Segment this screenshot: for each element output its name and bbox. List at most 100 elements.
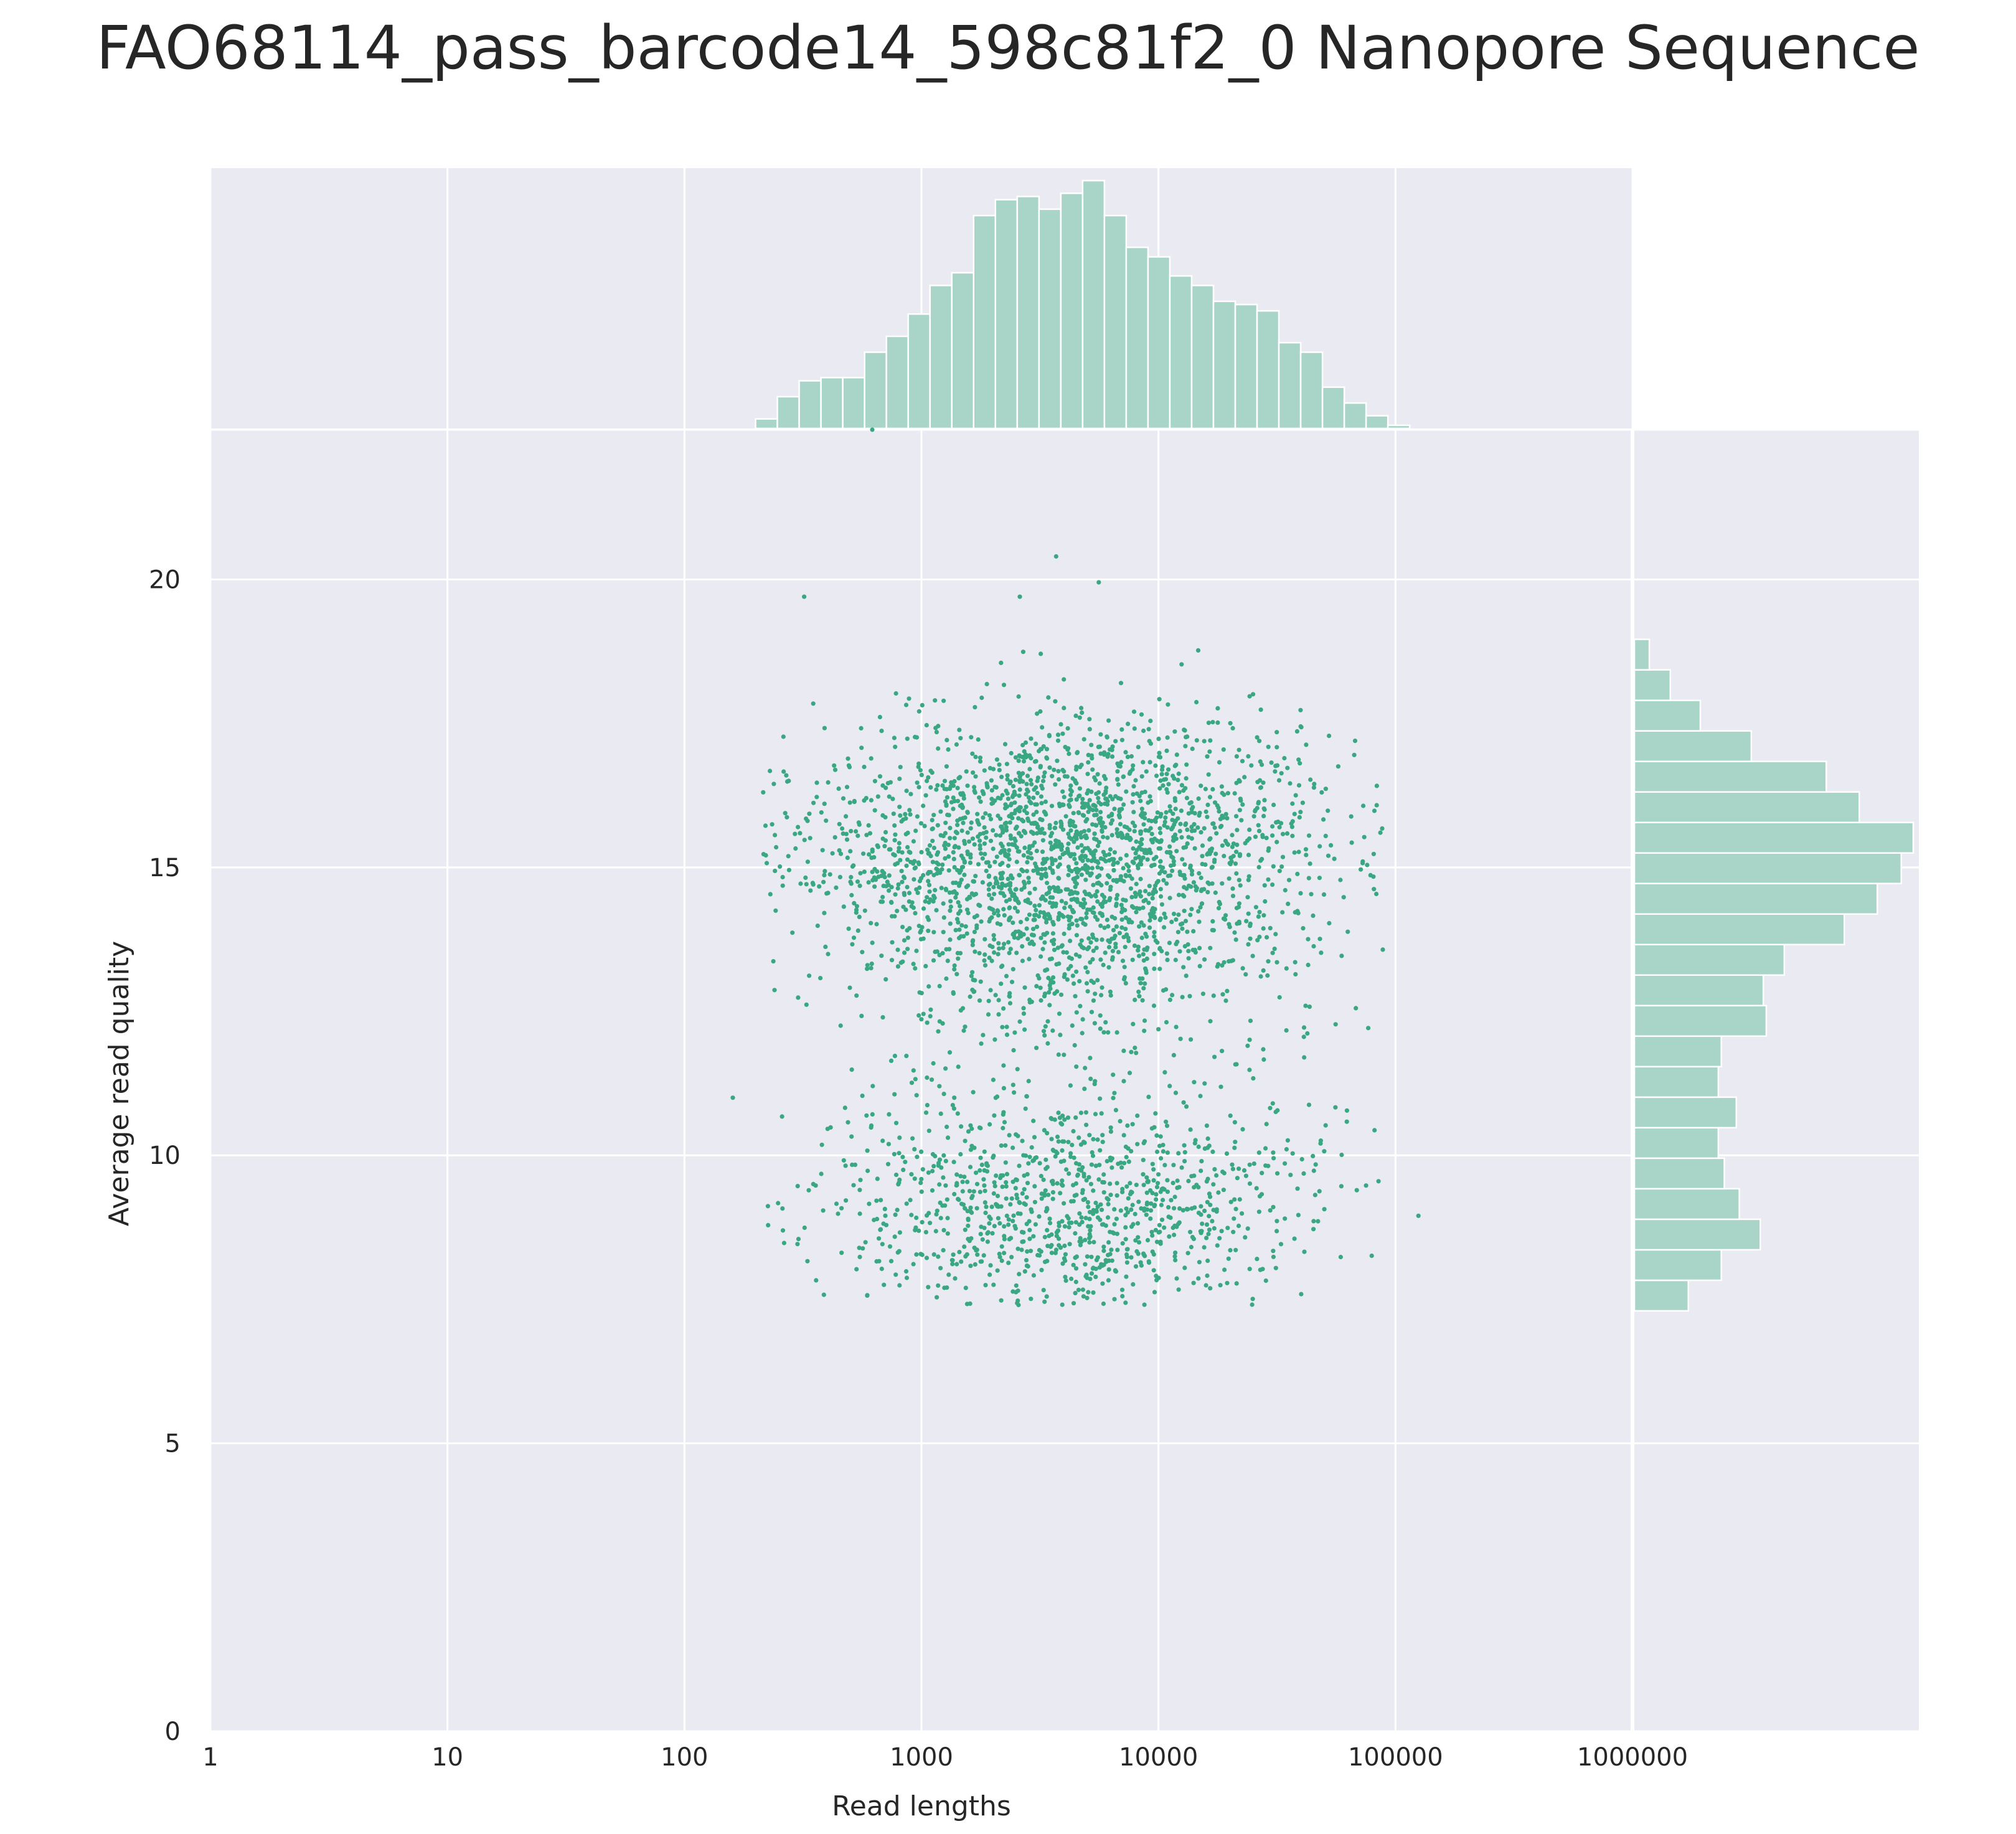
data-point: [1074, 861, 1079, 866]
data-point: [1164, 749, 1169, 754]
data-point: [1110, 1230, 1115, 1235]
data-point: [1000, 881, 1005, 886]
data-point: [1136, 1240, 1142, 1245]
data-point: [805, 859, 810, 864]
data-point: [1040, 838, 1045, 843]
data-point: [1047, 900, 1052, 905]
x-hist-bar: [1278, 341, 1302, 430]
data-point: [1039, 954, 1043, 959]
x-hist-bar: [1299, 351, 1324, 430]
data-point: [1189, 907, 1194, 912]
data-point: [991, 884, 996, 890]
data-point: [1308, 777, 1313, 782]
data-point: [1106, 873, 1111, 878]
data-point: [865, 967, 870, 971]
data-point: [1095, 843, 1101, 848]
data-point: [1050, 1190, 1055, 1195]
data-point: [1029, 736, 1034, 741]
data-point: [1096, 744, 1101, 749]
data-point: [1266, 959, 1271, 964]
data-point: [1159, 1203, 1164, 1208]
data-point: [1178, 821, 1183, 826]
data-point: [1165, 1150, 1170, 1155]
data-point: [1311, 1227, 1316, 1232]
data-point: [983, 1211, 988, 1216]
data-point: [1062, 706, 1067, 711]
data-point: [1257, 739, 1262, 744]
y-hist-bar: [1633, 1127, 1720, 1160]
y-hist-bar: [1633, 821, 1915, 854]
data-point: [1086, 1204, 1091, 1209]
data-point: [994, 785, 999, 790]
data-point: [892, 853, 897, 858]
data-point: [1213, 890, 1218, 896]
data-point: [1101, 1172, 1106, 1177]
data-point: [1214, 831, 1219, 836]
data-point: [940, 1021, 945, 1026]
data-point: [875, 1176, 880, 1181]
data-point: [1141, 728, 1146, 734]
data-point: [1119, 760, 1124, 765]
data-point: [1056, 915, 1061, 920]
data-point: [1288, 781, 1293, 786]
data-point: [1099, 866, 1104, 871]
data-point: [832, 763, 837, 768]
data-point: [1106, 1278, 1111, 1283]
data-point: [1345, 929, 1350, 934]
data-point: [1007, 887, 1012, 892]
data-point: [843, 1163, 848, 1168]
y-tick-label: 5: [165, 1430, 181, 1458]
data-point: [968, 826, 973, 831]
data-point: [1049, 1242, 1054, 1248]
data-point: [1257, 910, 1262, 915]
data-point: [1072, 981, 1076, 986]
data-point: [1240, 1127, 1245, 1132]
data-point: [898, 858, 903, 863]
data-point: [988, 816, 994, 821]
data-point: [826, 780, 831, 785]
data-point: [1256, 864, 1261, 870]
data-point: [1118, 1160, 1123, 1165]
y-hist-bar: [1633, 730, 1753, 762]
data-point: [1364, 1183, 1368, 1188]
data-point: [1311, 1153, 1316, 1158]
data-point: [1024, 782, 1029, 787]
data-point: [1150, 1233, 1155, 1238]
data-point: [822, 869, 827, 874]
data-point: [1093, 1274, 1098, 1279]
data-point: [854, 993, 859, 998]
data-point: [1180, 857, 1185, 862]
data-point: [1091, 882, 1096, 887]
data-point: [1233, 1140, 1238, 1145]
data-point: [977, 1189, 982, 1194]
data-point: [1172, 1254, 1177, 1259]
data-point: [1074, 918, 1079, 923]
data-point: [1256, 1209, 1261, 1214]
data-point: [1179, 783, 1184, 788]
data-point: [1233, 1247, 1238, 1252]
data-point: [1078, 856, 1083, 861]
data-point: [926, 1211, 931, 1216]
data-point: [1165, 1189, 1170, 1194]
data-point: [1094, 1209, 1099, 1214]
data-point: [912, 1146, 917, 1151]
data-point: [1019, 887, 1024, 892]
data-point: [1220, 881, 1225, 886]
data-point: [1205, 754, 1210, 759]
data-point: [926, 882, 932, 887]
data-point: [1067, 1221, 1072, 1226]
data-point: [1167, 804, 1172, 809]
data-point: [1012, 800, 1017, 805]
data-point: [958, 775, 963, 780]
data-point: [1232, 1197, 1237, 1202]
data-point: [1247, 1067, 1252, 1072]
data-point: [944, 887, 949, 892]
data-point: [904, 1275, 910, 1280]
data-point: [864, 1113, 869, 1118]
data-point: [1056, 876, 1061, 881]
data-point: [1191, 1280, 1196, 1285]
data-point: [1112, 1297, 1117, 1302]
data-point: [955, 823, 960, 828]
data-point: [1039, 1267, 1044, 1272]
